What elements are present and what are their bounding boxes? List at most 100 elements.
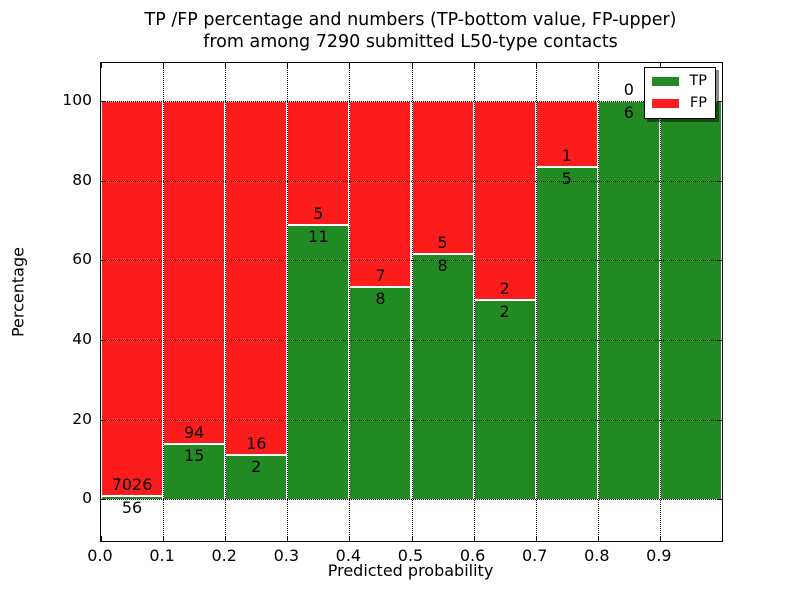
y-tick-label-0: 0 xyxy=(82,489,92,508)
x-tickmark-bottom-0.2 xyxy=(225,536,227,541)
bar-label-tp-2: 2 xyxy=(251,456,262,476)
bar-tp-4 xyxy=(349,286,412,500)
x-tick-label-0.0: 0.0 xyxy=(87,546,113,565)
bar-label-fp-3: 5 xyxy=(313,204,324,224)
y-tick-label-20: 20 xyxy=(72,409,92,428)
x-tickmark-top-0.4 xyxy=(349,63,351,68)
bar-label-fp-0: 7026 xyxy=(111,475,153,495)
x-tickmark-bottom-0.6 xyxy=(473,536,475,541)
bar-tp-9 xyxy=(659,100,722,500)
gridline-x-0.3 xyxy=(287,63,289,541)
gridline-x-0.8 xyxy=(597,63,599,541)
y-tickmark-left-0 xyxy=(101,499,106,501)
y-tickmark-left-100 xyxy=(101,100,106,102)
x-tick-label-0.5: 0.5 xyxy=(397,546,424,565)
x-tickmark-top-0.8 xyxy=(597,63,599,68)
bar-label-tp-6: 2 xyxy=(499,302,510,321)
y-tick-label-80: 80 xyxy=(72,170,92,189)
x-tick-label-0.2: 0.2 xyxy=(211,546,237,565)
bar-fp-5 xyxy=(411,100,474,255)
bar-label-fp-5: 5 xyxy=(437,233,448,253)
x-tickmark-bottom-0.3 xyxy=(287,536,289,541)
chart-title: TP /FP percentage and numbers (TP-bottom… xyxy=(100,9,721,53)
x-tickmark-top-0.9 xyxy=(659,63,661,68)
bar-fp-4 xyxy=(349,100,412,287)
y-tickmark-left-60 xyxy=(101,260,106,262)
y-tickmark-right-0 xyxy=(717,499,722,501)
bar-label-tp-3: 11 xyxy=(308,227,329,247)
y-tickmark-right-60 xyxy=(717,260,722,262)
gridline-x-0.5 xyxy=(411,63,413,541)
bar-tp-5 xyxy=(411,254,474,500)
y-tickmark-right-80 xyxy=(717,180,722,182)
y-tick-label-100: 100 xyxy=(62,90,92,109)
bar-label-tp-5: 8 xyxy=(437,256,448,276)
bar-tp-2 xyxy=(225,454,288,500)
x-tick-label-0.9: 0.9 xyxy=(646,546,672,565)
y-tick-label-40: 40 xyxy=(72,329,92,348)
x-tick-label-0.3: 0.3 xyxy=(273,546,300,565)
x-tickmark-bottom-0.4 xyxy=(349,536,351,541)
gridline-x-0.1 xyxy=(163,63,165,541)
x-tickmark-bottom-0.5 xyxy=(411,536,413,541)
gridline-x-0.2 xyxy=(225,63,227,541)
x-axis-label: Predicted probability xyxy=(327,561,494,580)
x-tickmark-top-0.1 xyxy=(163,63,165,68)
bar-label-fp-6: 2 xyxy=(499,279,510,298)
x-tickmark-bottom-0.0 xyxy=(101,536,102,541)
y-tickmark-right-20 xyxy=(717,419,722,421)
bar-label-fp-7: 1 xyxy=(561,146,572,166)
chart-title-line2: from among 7290 submitted L50-type conta… xyxy=(203,32,618,52)
bar-tp-6 xyxy=(473,300,536,500)
bar-label-fp-8: 0 xyxy=(623,79,634,99)
x-tickmark-bottom-0.8 xyxy=(597,536,599,541)
x-tickmark-bottom-0.9 xyxy=(659,536,661,541)
x-tickmark-top-0.2 xyxy=(225,63,227,68)
legend-row-tp: TP xyxy=(652,73,707,90)
gridline-x-0.9 xyxy=(659,63,661,541)
x-tickmark-bottom-0.1 xyxy=(163,536,165,541)
bar-tp-8 xyxy=(597,100,660,500)
y-tickmark-right-40 xyxy=(717,339,722,341)
bar-label-fp-1: 94 xyxy=(183,423,205,443)
legend-row-fp: FP xyxy=(652,95,707,112)
legend: TP FP xyxy=(644,67,716,119)
legend-label-fp: FP xyxy=(689,95,707,111)
bar-label-fp-2: 16 xyxy=(246,433,267,453)
bar-label-fp-4: 7 xyxy=(375,265,386,285)
y-tick-label-60: 60 xyxy=(72,250,92,269)
bar-tp-0 xyxy=(101,496,164,500)
gridline-x-0.4 xyxy=(349,63,351,541)
chart-title-line1: TP /FP percentage and numbers (TP-bottom… xyxy=(144,10,677,30)
gridline-x-0.6 xyxy=(473,63,475,541)
bar-label-tp-4: 8 xyxy=(375,288,386,308)
bar-tp-7 xyxy=(535,167,598,500)
x-tickmark-top-0.0 xyxy=(101,63,102,68)
y-tickmark-left-80 xyxy=(101,180,106,182)
bar-label-tp-8: 6 xyxy=(623,102,634,122)
bar-tp-3 xyxy=(287,225,350,500)
bar-label-tp-7: 5 xyxy=(561,169,572,189)
y-tickmark-left-40 xyxy=(101,339,106,341)
bar-label-tp-1: 15 xyxy=(183,446,205,466)
bar-fp-6 xyxy=(473,100,536,300)
x-tick-label-0.7: 0.7 xyxy=(521,546,548,565)
gridline-x-0.7 xyxy=(535,63,537,541)
legend-fp-swatch-icon xyxy=(652,99,680,108)
y-axis-label: Percentage xyxy=(8,247,28,338)
x-tick-label-0.8: 0.8 xyxy=(584,546,610,565)
legend-label-tp: TP xyxy=(689,73,707,89)
bar-fp-0 xyxy=(101,100,164,496)
y-tickmark-left-20 xyxy=(101,419,106,421)
y-tickmark-right-100 xyxy=(717,100,722,102)
x-tick-label-0.4: 0.4 xyxy=(335,546,362,565)
x-tick-label-0.1: 0.1 xyxy=(149,546,175,565)
bar-fp-7 xyxy=(535,100,598,168)
x-tickmark-top-0.3 xyxy=(287,63,289,68)
bar-fp-1 xyxy=(163,100,226,445)
x-tickmark-top-0.7 xyxy=(535,63,537,68)
x-tickmark-top-0.5 xyxy=(411,63,413,68)
bar-fp-2 xyxy=(225,100,288,455)
